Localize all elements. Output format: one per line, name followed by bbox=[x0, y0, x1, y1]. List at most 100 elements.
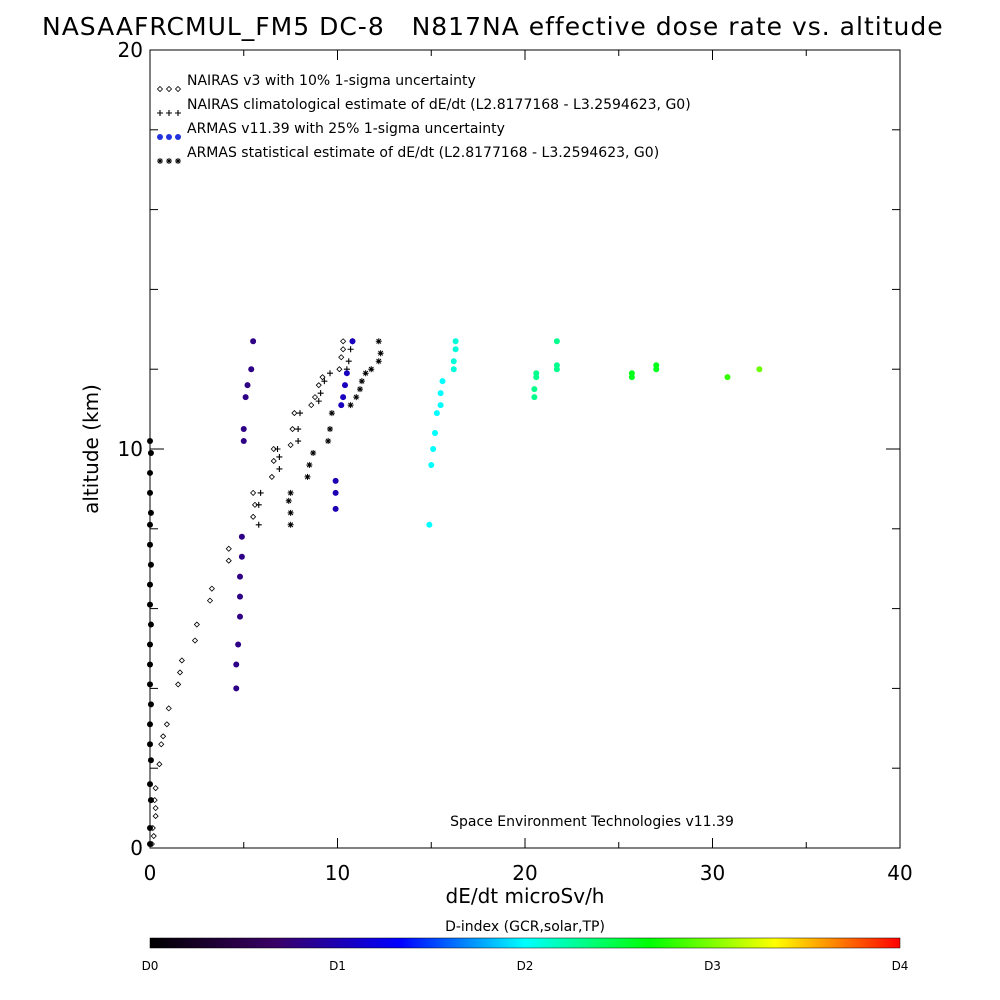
legend-marker bbox=[166, 110, 172, 116]
dot-point bbox=[147, 825, 153, 832]
dot-point bbox=[147, 681, 153, 688]
dot-point bbox=[248, 366, 255, 373]
asterisk-point bbox=[353, 394, 360, 401]
legend-marker bbox=[175, 158, 181, 164]
dot-point bbox=[756, 366, 763, 373]
plus-point bbox=[255, 521, 262, 528]
diamond-point bbox=[225, 545, 232, 552]
plus-point bbox=[295, 426, 302, 433]
dot-point bbox=[531, 386, 538, 393]
y-tick-label: 0 bbox=[130, 836, 143, 860]
diamond-point bbox=[206, 597, 214, 604]
diamond-point bbox=[225, 557, 232, 564]
dot-point bbox=[147, 757, 154, 764]
dot-point bbox=[147, 541, 153, 548]
legend-marker bbox=[157, 110, 163, 116]
dot-point bbox=[147, 741, 153, 748]
colorbar-label: D3 bbox=[704, 959, 721, 973]
colorbar-labels: D0 D1 D2 D3 D4 bbox=[142, 959, 909, 973]
diamond-point bbox=[175, 681, 182, 688]
diamond-point bbox=[338, 354, 345, 361]
y-tick-label: 10 bbox=[118, 437, 143, 461]
diamond-point bbox=[270, 445, 277, 453]
dot-point bbox=[430, 446, 437, 452]
dot-point bbox=[235, 641, 242, 648]
legend-marker bbox=[175, 134, 181, 140]
diamond-point bbox=[178, 657, 185, 664]
asterisk-point bbox=[362, 370, 369, 377]
dot-point bbox=[237, 593, 243, 600]
colorbar-label: D2 bbox=[517, 959, 534, 973]
diamond-point bbox=[250, 489, 257, 496]
dot-point bbox=[147, 581, 153, 588]
asterisk-point bbox=[375, 338, 382, 345]
asterisk-point bbox=[310, 449, 317, 456]
dot-point bbox=[342, 382, 348, 389]
dot-point bbox=[628, 370, 635, 377]
dot-point bbox=[332, 489, 339, 496]
dot-point bbox=[147, 601, 153, 608]
colorbar-title: D-index (GCR,solar,TP) bbox=[445, 919, 605, 935]
dot-point bbox=[237, 573, 243, 580]
x-tick-label: 30 bbox=[700, 861, 725, 885]
plus-point bbox=[327, 370, 333, 377]
asterisk-point bbox=[304, 473, 311, 480]
legend-marker bbox=[175, 110, 181, 116]
plus-point bbox=[347, 346, 354, 353]
dot-point bbox=[147, 641, 153, 648]
dot-point bbox=[553, 338, 560, 345]
dot-point bbox=[147, 797, 154, 804]
dot-point bbox=[147, 509, 154, 516]
legend-marker bbox=[166, 158, 172, 164]
diamond-point bbox=[268, 473, 275, 480]
diamond-point bbox=[158, 741, 165, 748]
colorbar-label: D0 bbox=[142, 959, 159, 973]
legend-entry: ARMAS v11.39 with 25% 1-sigma uncertaint… bbox=[187, 121, 505, 137]
dot-point bbox=[147, 841, 153, 848]
dot-point bbox=[242, 394, 249, 401]
legend-marker bbox=[157, 158, 163, 164]
dot-point bbox=[147, 721, 153, 728]
asterisk-point bbox=[287, 489, 294, 496]
diamond-point bbox=[152, 813, 159, 820]
legend-entry: NAIRAS climatological estimate of dE/dt … bbox=[187, 97, 691, 113]
plus-point bbox=[276, 453, 283, 460]
dot-point bbox=[553, 362, 560, 369]
plus-point bbox=[315, 398, 322, 405]
diamond-point bbox=[336, 366, 343, 373]
plot-frame bbox=[149, 49, 901, 849]
plus-point bbox=[274, 446, 281, 452]
dot-point bbox=[147, 701, 154, 708]
diamond-point bbox=[308, 402, 315, 409]
asterisk-point bbox=[358, 378, 365, 385]
dot-point bbox=[240, 438, 247, 445]
dot-point bbox=[147, 489, 153, 496]
asterisk-point bbox=[287, 509, 294, 516]
plus-point bbox=[345, 358, 352, 365]
dot-point bbox=[147, 781, 153, 788]
plus-point bbox=[257, 489, 264, 496]
diamond-point bbox=[165, 705, 172, 712]
diamond-point bbox=[311, 394, 319, 401]
legend-marker bbox=[165, 85, 173, 93]
diamond-point bbox=[340, 338, 347, 345]
diamond-point bbox=[176, 669, 184, 676]
plus-point bbox=[255, 501, 262, 508]
dot-point bbox=[332, 477, 339, 484]
dot-point bbox=[332, 505, 339, 512]
dot-point bbox=[428, 461, 435, 468]
diamond-point bbox=[156, 761, 163, 768]
diamond-point bbox=[191, 637, 199, 644]
diamond-point bbox=[193, 621, 200, 628]
dot-point bbox=[240, 426, 247, 433]
legend: NAIRAS v3 with 10% 1-sigma uncertainty NA… bbox=[156, 73, 691, 164]
dot-point bbox=[452, 346, 459, 353]
diamond-point bbox=[152, 805, 159, 812]
x-tick-label: 0 bbox=[144, 861, 157, 885]
dot-point bbox=[250, 338, 257, 345]
asterisk-point bbox=[347, 402, 354, 409]
chart-title: NASAAFRCMUL_FM5 DC-8 N817NA effective do… bbox=[42, 12, 944, 41]
asterisk-point bbox=[368, 366, 375, 373]
dot-point bbox=[237, 613, 243, 620]
